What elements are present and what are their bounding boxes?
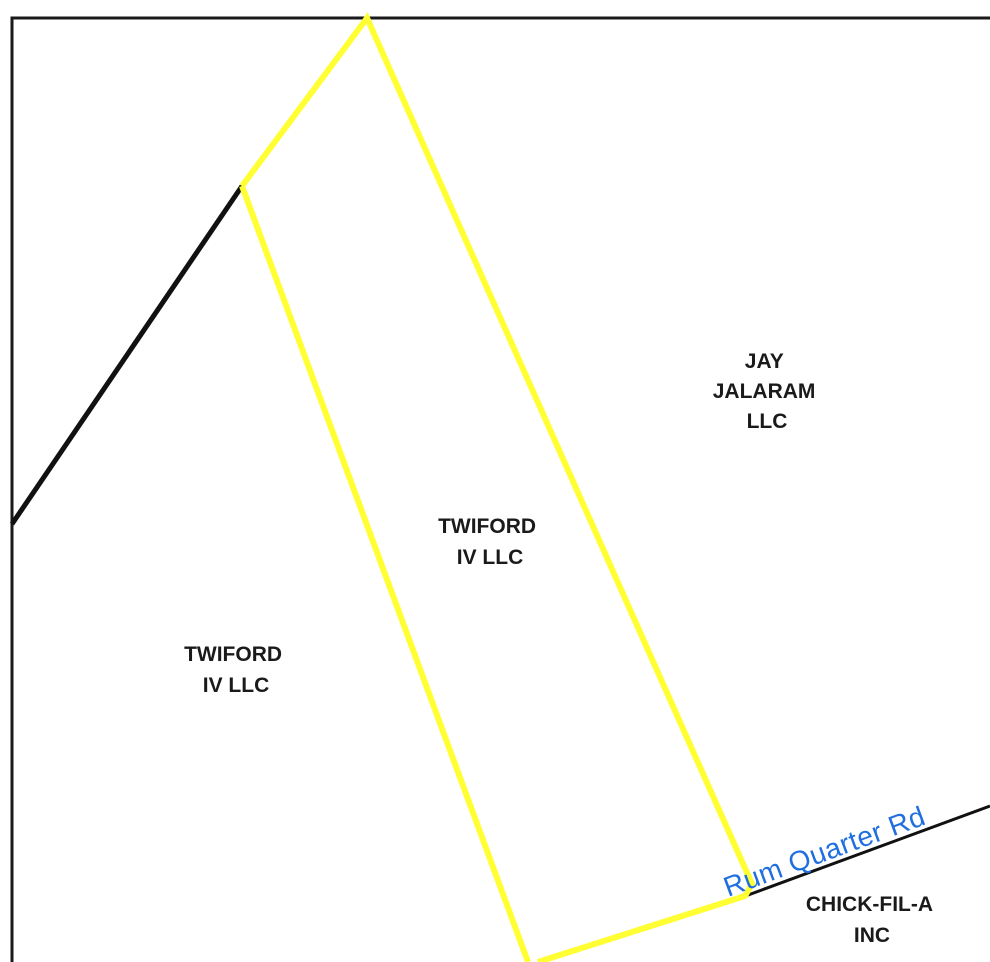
parcel-map: TWIFORD IV LLC TWIFORD IV LLC JAY JALARA…: [0, 0, 990, 962]
map-background: [0, 0, 990, 962]
